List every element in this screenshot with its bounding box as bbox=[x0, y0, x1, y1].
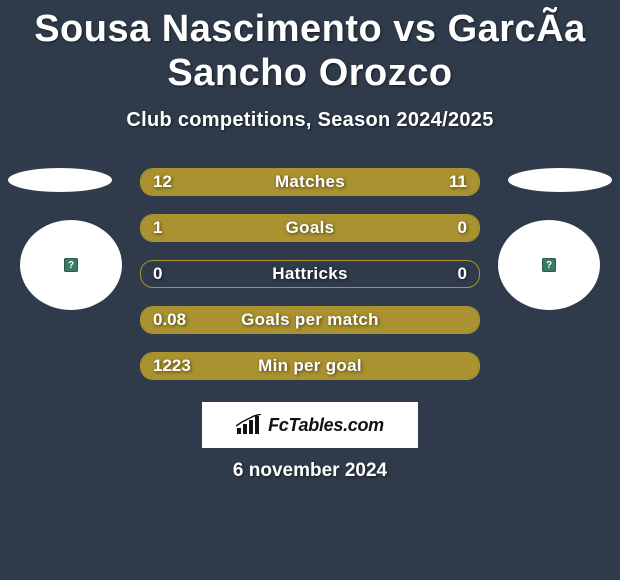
stats-card: Sousa Nascimento vs GarcÃ­a Sancho Orozc… bbox=[0, 0, 620, 580]
player-left-avatar: ? bbox=[20, 220, 122, 310]
bar-label: Goals per match bbox=[141, 307, 479, 333]
question-icon: ? bbox=[542, 258, 556, 272]
brand-box[interactable]: FcTables.com bbox=[202, 402, 418, 448]
stat-bar-goals: 1 Goals 0 bbox=[140, 214, 480, 242]
stat-bar-hattricks: 0 Hattricks 0 bbox=[140, 260, 480, 288]
bar-chart-icon bbox=[236, 414, 262, 436]
page-title: Sousa Nascimento vs GarcÃ­a Sancho Orozc… bbox=[0, 0, 620, 95]
subtitle: Club competitions, Season 2024/2025 bbox=[0, 109, 620, 132]
date-stamp: 6 november 2024 bbox=[0, 460, 620, 482]
brand-text: FcTables.com bbox=[268, 415, 384, 436]
bar-value-right: 0 bbox=[458, 261, 467, 287]
stat-bars: 12 Matches 11 1 Goals 0 0 Hattricks 0 bbox=[140, 168, 480, 398]
bar-label: Goals bbox=[141, 215, 479, 241]
bar-label: Min per goal bbox=[141, 353, 479, 379]
stat-bar-goals-per-match: 0.08 Goals per match bbox=[140, 306, 480, 334]
question-icon: ? bbox=[64, 258, 78, 272]
player-right-avatar: ? bbox=[498, 220, 600, 310]
bar-value-right: 0 bbox=[458, 215, 467, 241]
player-left-flag-oval bbox=[8, 168, 112, 192]
player-right-flag-oval bbox=[508, 168, 612, 192]
stat-bar-min-per-goal: 1223 Min per goal bbox=[140, 352, 480, 380]
bar-label: Hattricks bbox=[141, 261, 479, 287]
bar-label: Matches bbox=[141, 169, 479, 195]
stat-bar-matches: 12 Matches 11 bbox=[140, 168, 480, 196]
bar-value-right: 11 bbox=[449, 169, 467, 195]
